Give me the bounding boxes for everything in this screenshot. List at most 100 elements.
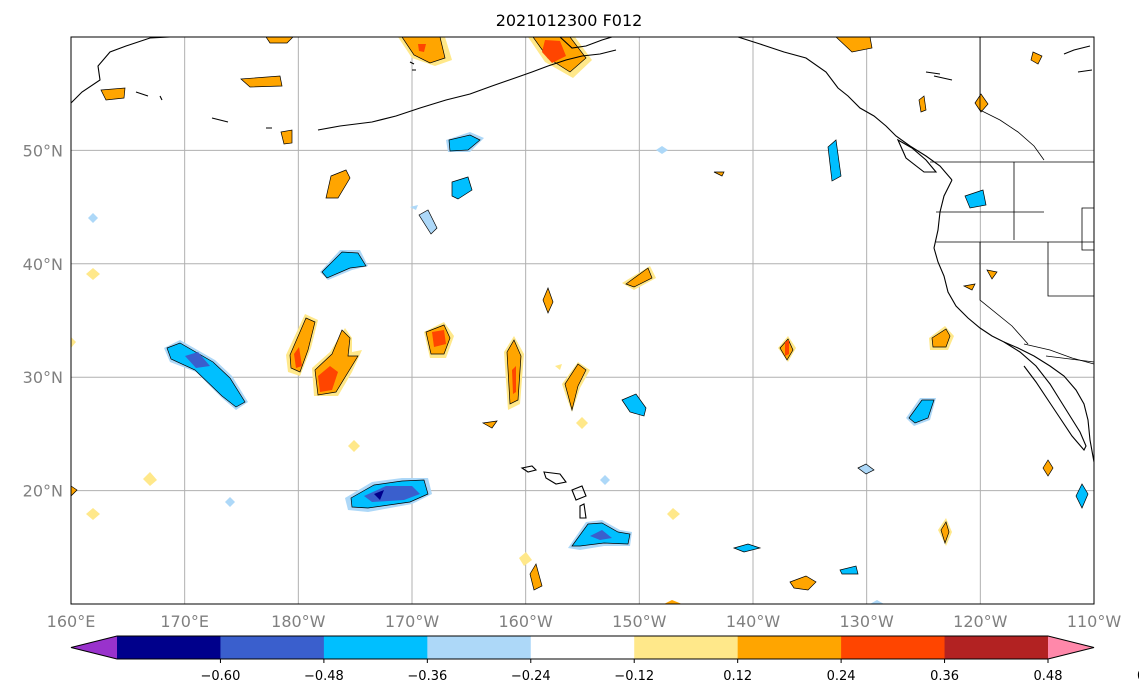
positive-anomaly-patch (71, 337, 76, 348)
positive-anomaly-patch (86, 268, 100, 280)
negative-anomaly-patch (321, 251, 367, 279)
positive-anomaly-patch (1042, 459, 1054, 477)
negative-anomaly-patch (621, 393, 647, 417)
positive-anomaly-patch (512, 366, 516, 394)
negative-anomaly-patch (857, 463, 875, 475)
baja-peninsula (1003, 341, 1087, 451)
x-tick-label: 170°W (385, 612, 440, 631)
alaska-coastline (71, 37, 171, 104)
x-tick-label: 140°W (726, 612, 781, 631)
x-tick-label: 110°W (1067, 612, 1122, 631)
positive-anomaly-patch (986, 269, 998, 280)
colorbar-segment (220, 636, 325, 659)
negative-anomaly-patch (600, 475, 610, 485)
x-tick-label: 150°W (612, 612, 667, 631)
negative-anomaly-patch (827, 139, 842, 182)
positive-anomaly-patch (86, 508, 100, 520)
colorbar-outline (70, 635, 1095, 660)
y-tick-label: 30°N (23, 368, 63, 387)
y-axis: 20°N 30°N 40°N 50°N (23, 141, 63, 500)
positive-anomaly-patch (280, 129, 293, 145)
aleutian-islands (317, 49, 617, 131)
positive-anomaly-patch (664, 600, 682, 604)
x-tick-label: 120°W (953, 612, 1008, 631)
mexico-border (1023, 343, 1094, 365)
x-tick-label: 170°E (160, 612, 209, 631)
alaska-mainland-south (559, 37, 953, 181)
colorbar-segment (737, 636, 842, 659)
positive-anomaly-patch (542, 287, 554, 314)
positive-anomaly-patch (432, 330, 446, 347)
colorbar-labels: −0.60 −0.48 −0.36 −0.24 −0.12 0.12 0.24 0.36 0.4… (201, 659, 1139, 684)
positive-anomaly-patch (555, 364, 562, 370)
positive-anomaly-patch (564, 363, 587, 412)
negative-anomaly-patch (225, 497, 235, 507)
plot-frame (70, 36, 1095, 605)
positive-anomaly-patch (835, 37, 873, 53)
positive-anomaly-patch (481, 420, 498, 429)
positive-anomaly-patch (318, 366, 338, 392)
positive-anomaly-patch (918, 95, 927, 113)
positive-anomaly-patch (1030, 51, 1043, 65)
colorbar (70, 635, 1095, 660)
figure-title: 2021012300 F012 (496, 11, 643, 30)
vancouver-island (896, 138, 938, 173)
bc-coast (933, 179, 1094, 463)
negative-anomaly-patch (656, 146, 668, 154)
colorbar-extend-min (71, 636, 117, 659)
colorbar-segment (841, 636, 946, 659)
positive-anomaly-patch (974, 93, 989, 113)
anomaly-contours (71, 37, 1089, 604)
negative-anomaly-patch (590, 530, 612, 540)
colorbar-label: 0.60 (1137, 669, 1139, 684)
alaska-islands (135, 45, 1093, 129)
positive-anomaly-patch (529, 563, 543, 591)
positive-anomaly-patch (940, 521, 950, 545)
positive-anomaly-patch (931, 328, 951, 348)
colorbar-label: 0.12 (723, 669, 752, 684)
x-tick-label: 130°W (839, 612, 894, 631)
positive-anomaly-patch (71, 485, 78, 497)
negative-anomaly-patch (451, 176, 473, 200)
colorbar-segment (117, 636, 221, 659)
colorbar-segment (634, 636, 739, 659)
colorbar-segment (944, 636, 1049, 659)
colorbar-label: −0.12 (614, 669, 654, 684)
negative-anomaly-patch (732, 543, 762, 553)
positive-anomaly-patch (265, 37, 294, 44)
x-tick-label: 160°W (498, 612, 553, 631)
positive-anomaly-patch (519, 552, 532, 566)
positive-anomaly-patch (294, 347, 302, 368)
positive-anomaly-patch (625, 267, 653, 288)
positive-anomaly-patch (100, 87, 126, 101)
colorbar-label: 0.48 (1034, 669, 1063, 684)
negative-anomaly-patch (418, 209, 438, 235)
y-tick-label: 40°N (23, 255, 63, 274)
gridlines (71, 37, 1094, 604)
negative-anomaly-patch (374, 490, 384, 500)
x-tick-label: 180°W (271, 612, 326, 631)
positive-anomaly-patch (542, 40, 566, 63)
colorbar-label: −0.60 (201, 669, 241, 684)
negative-anomaly-patch (448, 134, 481, 152)
colorbar-segment (427, 636, 532, 659)
colorbar-label: −0.48 (304, 669, 344, 684)
coastlines (71, 37, 1094, 519)
positive-anomaly-patch (713, 171, 725, 177)
state-borders (936, 162, 1094, 363)
colorbar-label: 0.36 (930, 669, 959, 684)
colorbar-extend-max (1048, 636, 1094, 659)
negative-anomaly-patch (166, 342, 246, 408)
negative-anomaly-patch (185, 352, 210, 368)
plot-area (71, 37, 1094, 604)
positive-anomaly-patch (962, 283, 976, 291)
alaska-canada-border (979, 37, 1045, 161)
positive-anomaly-patch (418, 44, 426, 52)
negative-anomaly-patch (410, 205, 418, 210)
positive-anomaly-patch (240, 75, 283, 88)
hawaii-islands (520, 465, 587, 519)
positive-anomaly-patch (348, 440, 360, 452)
positive-anomaly-patch (576, 417, 588, 429)
x-tick-label: 160°E (47, 612, 96, 631)
